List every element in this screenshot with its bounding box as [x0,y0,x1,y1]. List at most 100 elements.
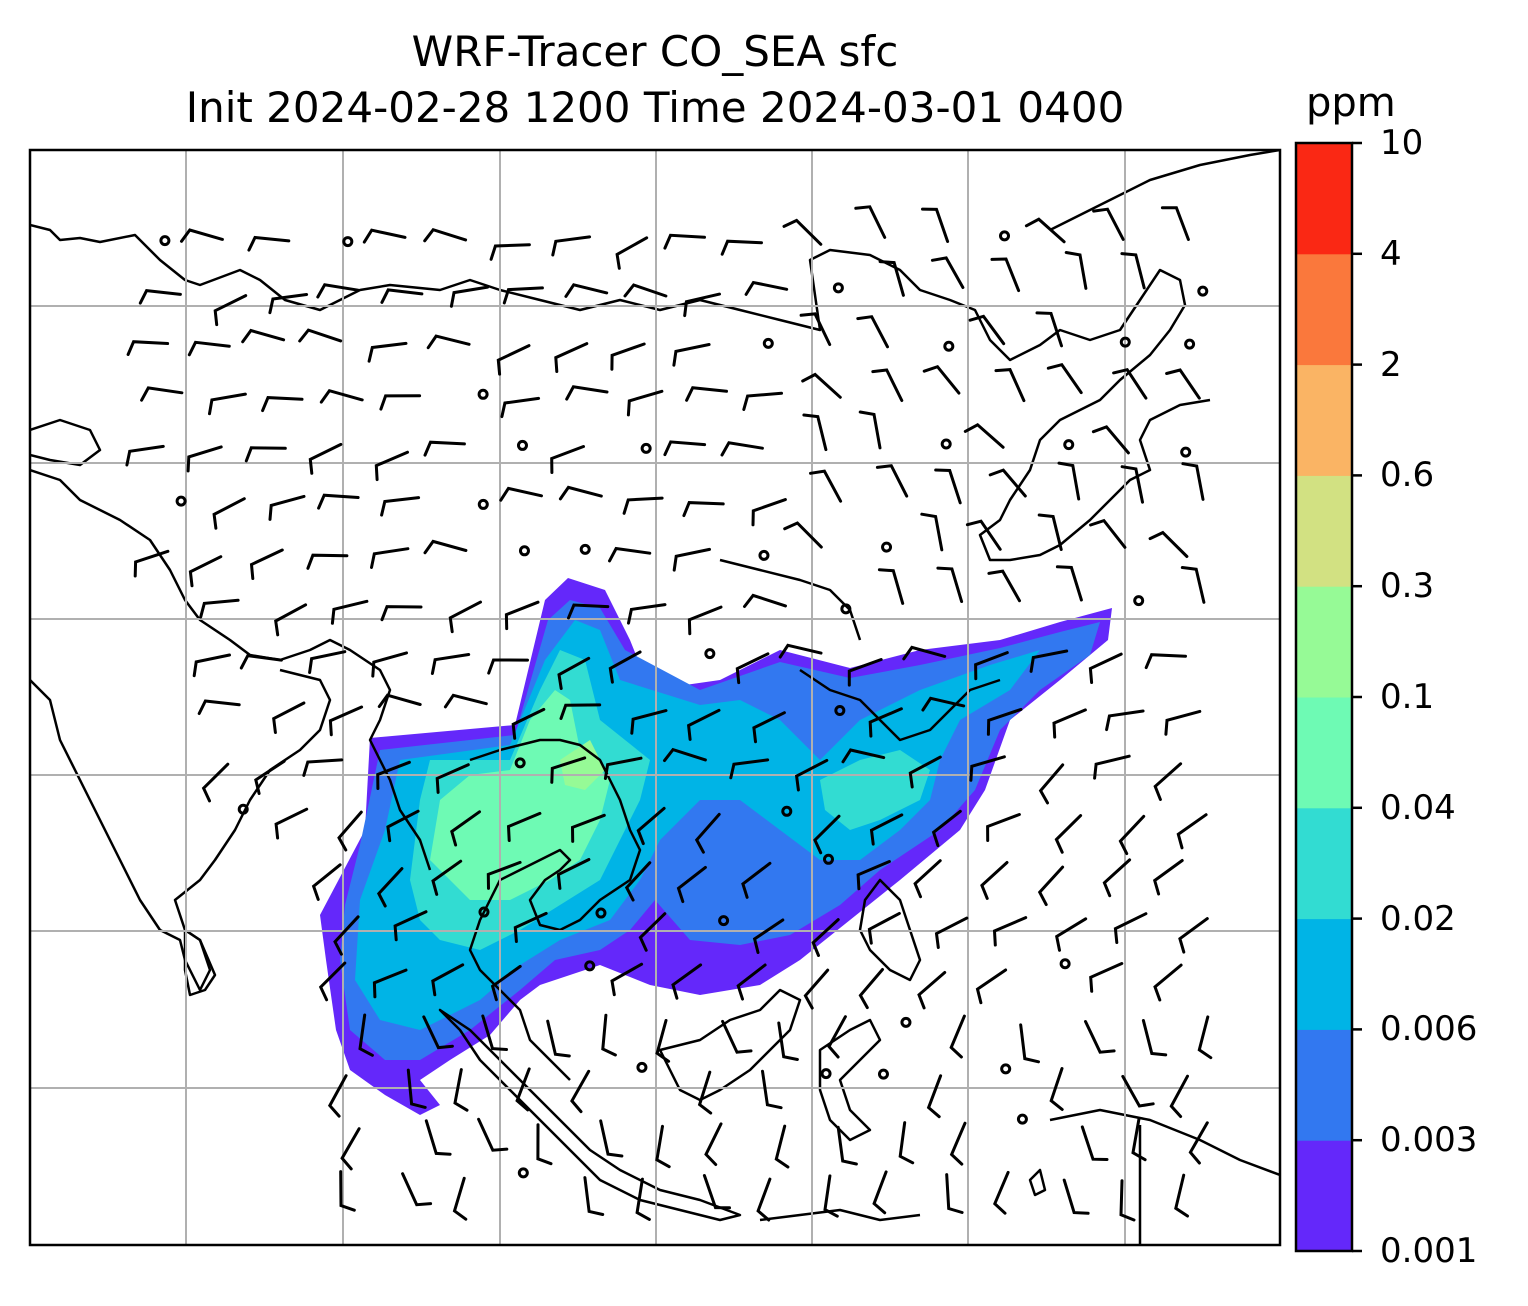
wind-calm-marker [704,648,716,660]
wind-barb [401,1172,433,1207]
wind-barb [249,548,284,580]
wind-barb [980,861,1009,900]
wind-barb [208,392,247,416]
field-level-6 [560,740,605,790]
wind-barb [836,1125,858,1166]
wind-barb [1019,1023,1040,1064]
wind-barb [1093,754,1131,780]
wind-barb [610,962,644,997]
wind-barb [778,643,823,659]
wind-barb [854,205,887,239]
colorbar-swatch [1296,1029,1352,1141]
wind-calm-marker [237,803,249,815]
wind-barb [377,693,422,708]
wind-barb [813,814,841,855]
colorbar-tick-label: 0.006 [1380,1009,1478,1050]
wind-barb [858,410,882,450]
colorbar-swatch [1296,364,1352,476]
wind-barb [1035,311,1063,348]
wind-barb [376,867,404,908]
wind-barb [241,328,286,344]
wind-barb [546,1019,571,1058]
wind-barb [736,963,767,1001]
wind-calm-marker [781,805,793,817]
wind-barb [554,342,589,373]
wind-barb [635,1177,651,1221]
wind-barb [371,651,408,678]
wind-barb [1121,1074,1155,1108]
wind-calm-marker [579,543,591,555]
wind-barb [435,763,470,794]
wind-barb [551,235,592,257]
wind-barb [570,813,606,843]
wind-barb [556,858,591,890]
wind-barb [372,968,408,999]
wind-barb [877,568,905,605]
wind-barb [448,600,482,634]
wind-barb [1037,513,1063,551]
wind-calm-marker [999,230,1011,242]
wind-barb [370,547,410,569]
wind-barb [902,645,947,661]
wind-barb [694,812,721,854]
wind-barb [802,413,828,452]
wind-barb [306,553,349,570]
wind-barb [316,283,360,299]
wind-barb [1176,813,1208,850]
wind-barb [599,1119,624,1158]
wind-barb [298,328,343,343]
wind-barb [1046,362,1083,395]
wind-calm-marker [840,603,852,615]
wind-barb [608,650,642,684]
wind-barb [376,760,411,790]
wind-barb [869,813,904,846]
wind-barb [920,512,944,552]
wind-barb [878,260,905,297]
colorbar-swatch [1296,586,1352,698]
wind-barb [697,1070,713,1115]
wind-barb [1180,566,1206,604]
wind-barb [871,368,904,402]
wind-barb [423,539,468,555]
wind-barb [1113,912,1148,944]
wind-barb [406,1068,427,1109]
map-frame [28,148,1282,1247]
wind-barb [1197,1015,1213,1060]
wind-barb [244,446,287,463]
wind-barb [511,707,546,740]
wind-barb [1141,1019,1168,1057]
colorbar-tick-label: 10 [1380,123,1424,163]
wind-calm-marker [517,1167,529,1179]
wind-calm-marker [342,236,354,248]
wind-barb [358,1013,374,1057]
wind-barb [742,391,783,411]
wind-barb [453,1068,469,1112]
wind-barb [720,441,764,457]
wind-barb [302,758,344,777]
wind-barb [1092,207,1125,241]
wind-barb [994,368,1026,403]
wind-barb [847,658,883,687]
colorbar-swatch [1296,918,1352,1030]
wind-barb [799,312,832,346]
wind-calm-marker [832,282,844,294]
colorbar-swatch [1296,475,1352,587]
wind-calm-marker [877,1068,889,1080]
wind-barb [823,1174,839,1218]
wind-barb [992,916,1028,947]
wind-barb [1029,649,1069,673]
wind-barb [340,1127,361,1171]
wind-barb [140,386,184,402]
wind-barb [274,807,309,840]
wind-barb [380,605,423,622]
wind-barb [974,651,1009,681]
wind-barb [986,707,1023,736]
wind-barb [687,605,723,636]
wind-barb [638,912,667,952]
wind-barb [945,1173,964,1214]
wind-barb [987,569,1021,603]
wind-barb [426,334,471,350]
wind-barb [1055,565,1083,602]
wind-barb [126,340,170,356]
wind-barb [949,1014,966,1059]
